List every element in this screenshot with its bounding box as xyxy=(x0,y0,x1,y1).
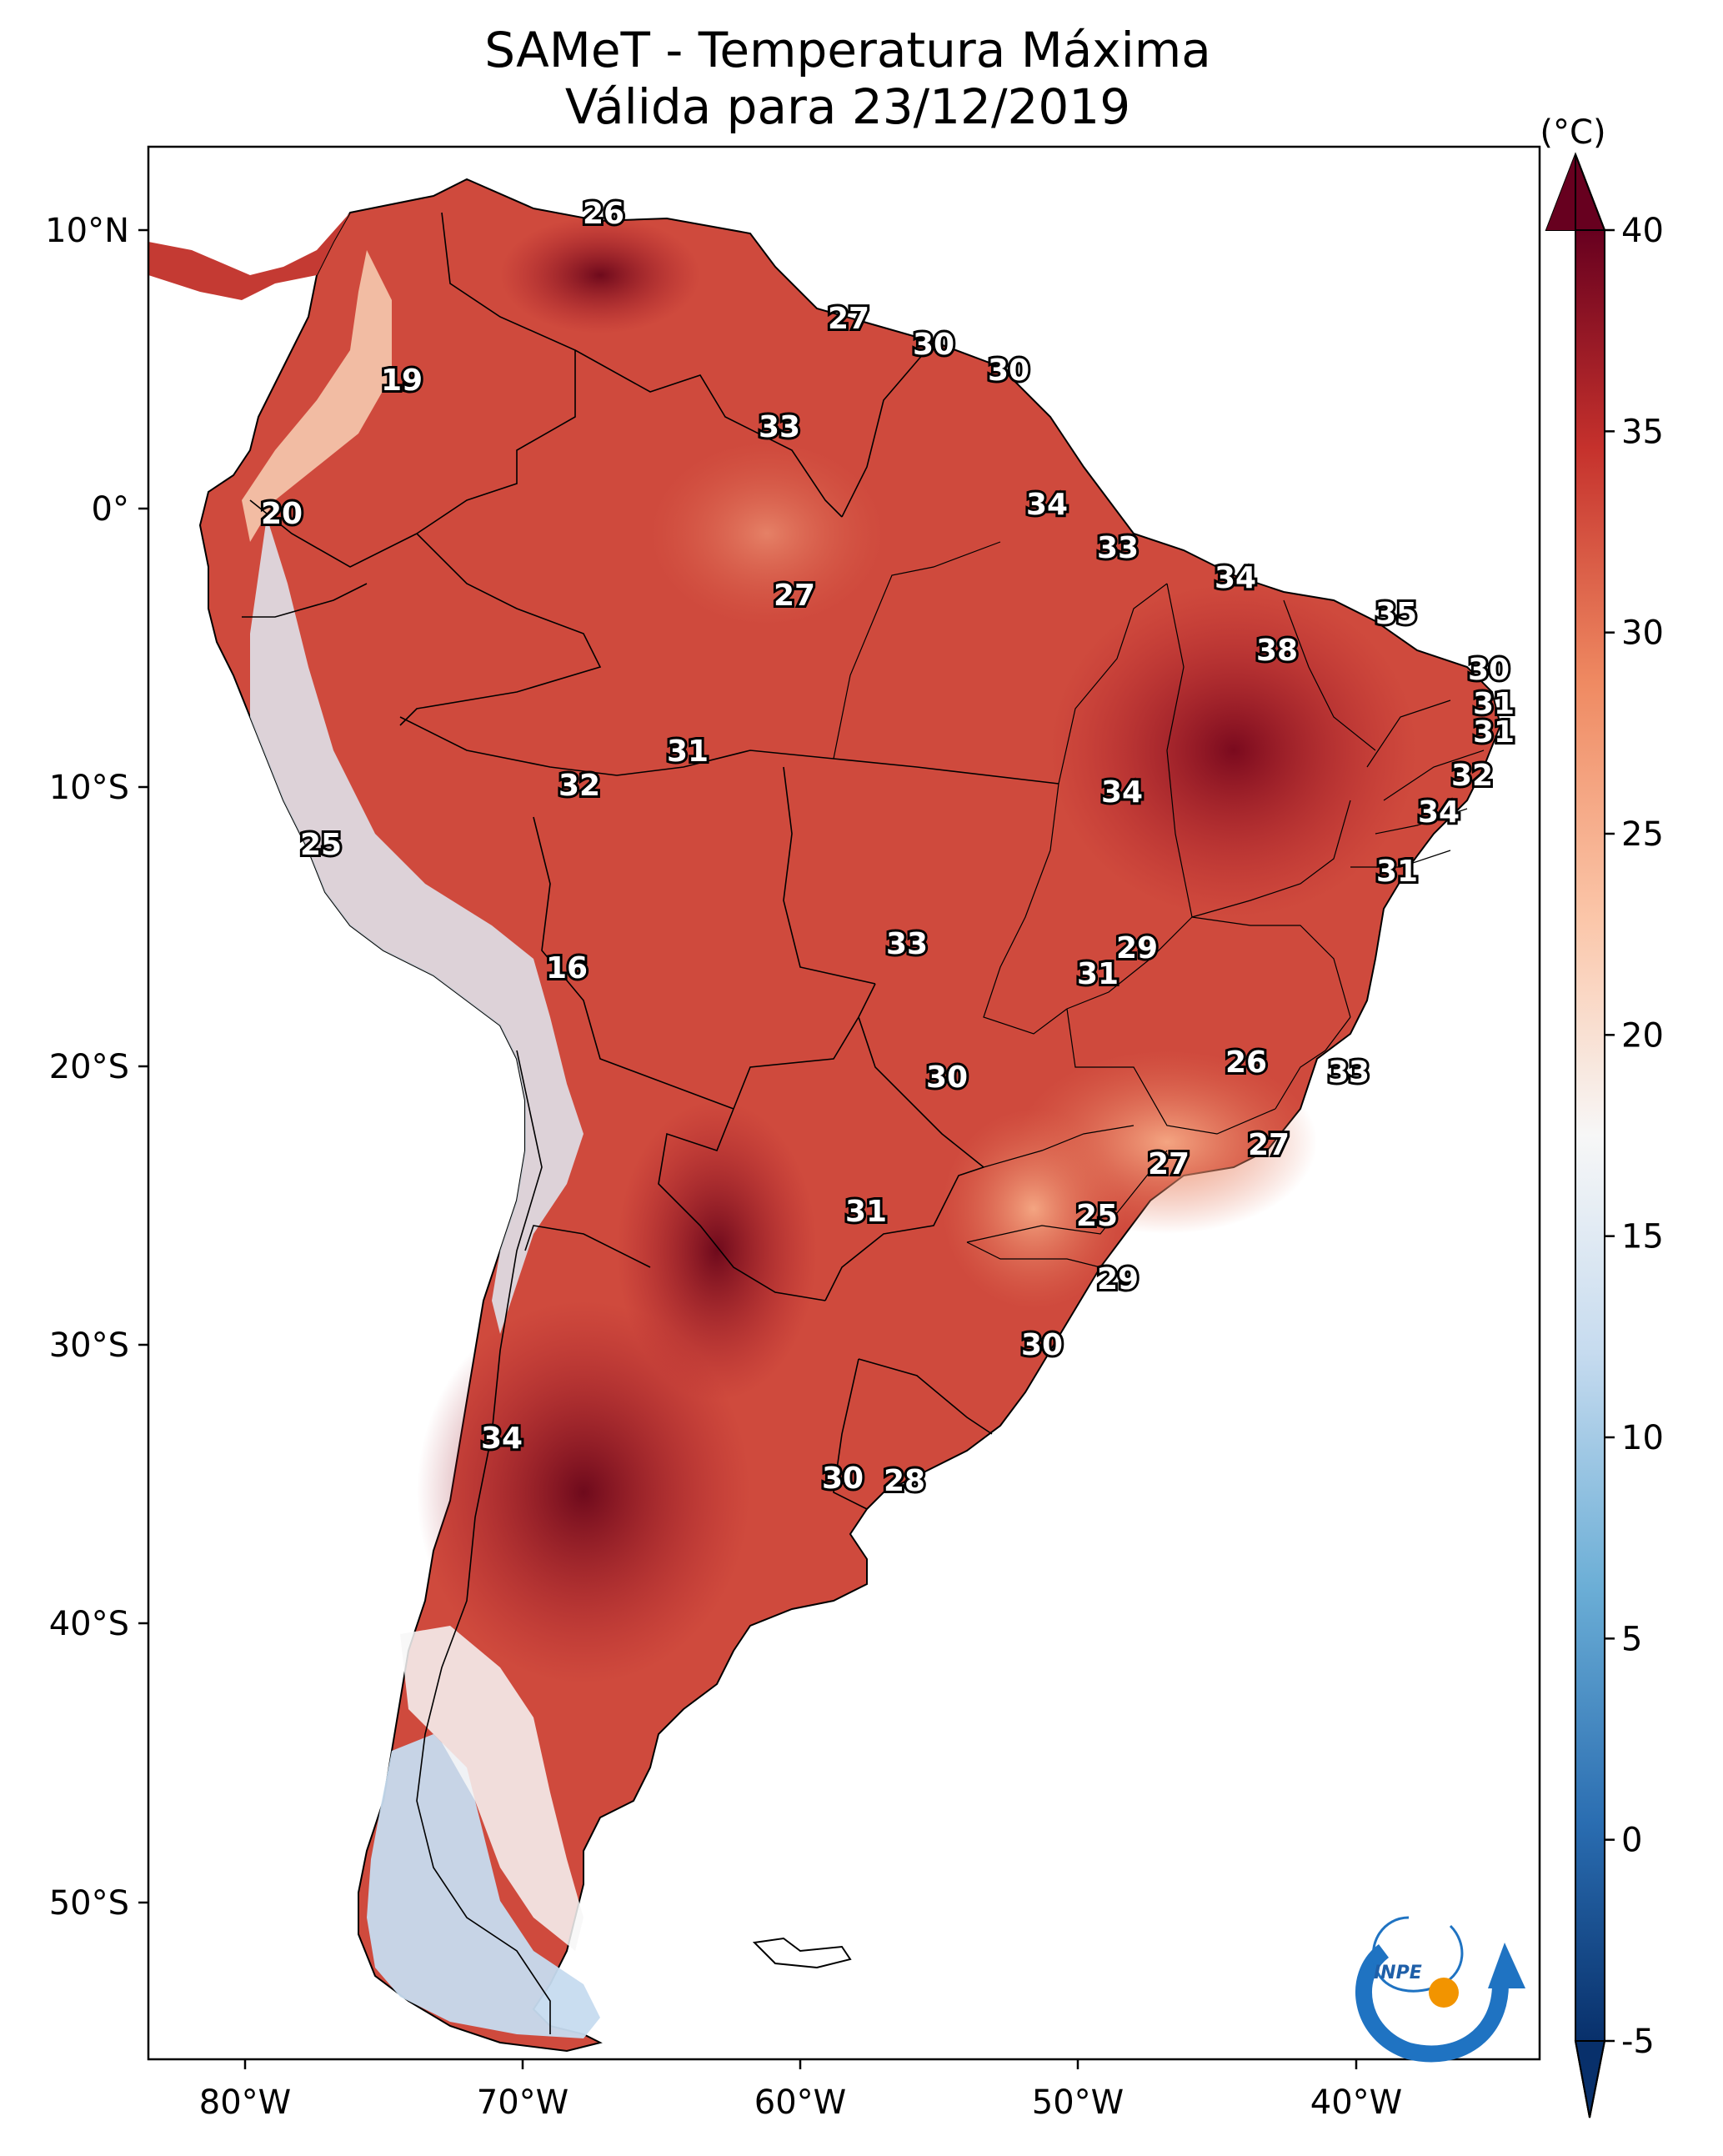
warm-zone-amazon xyxy=(650,442,884,625)
city-value: 31 xyxy=(1473,715,1515,750)
city-value: 34 xyxy=(1101,775,1143,810)
city-value: 28 xyxy=(884,1464,925,1498)
city-value: 31 xyxy=(667,735,709,769)
city-value: 31 xyxy=(1077,957,1119,991)
lat-label-20s: 20°S xyxy=(49,1048,129,1086)
city-value: 30 xyxy=(988,353,1029,388)
colorbar-tick-label: 25 xyxy=(1621,815,1664,854)
city-value: 27 xyxy=(828,302,869,336)
map-layer xyxy=(148,178,1502,2053)
city-value: 27 xyxy=(774,579,815,613)
city-value: 34 xyxy=(1215,561,1256,595)
city-value: 33 xyxy=(1097,531,1139,565)
city-value: 31 xyxy=(845,1195,887,1229)
lon-label-50w: 50°W xyxy=(1032,2083,1124,2122)
city-value: 33 xyxy=(886,927,928,961)
colorbar-ticks: 40 35 30 25 20 15 10 5 0 -5 xyxy=(1605,212,1664,2061)
hot-zone-venezuela xyxy=(500,217,700,333)
colorbar-outline xyxy=(1575,153,1605,2118)
colorbar-tick-label: 15 xyxy=(1621,1218,1664,1256)
city-value: 19 xyxy=(381,364,423,398)
city-value: 32 xyxy=(558,769,600,803)
city-value: 20 xyxy=(261,497,303,531)
city-value: 30 xyxy=(926,1060,968,1095)
country-borders xyxy=(242,212,1059,2034)
colorbar: (°C) 40 35 30 25 20 15 10 5 0 -5 xyxy=(1540,113,1664,2118)
city-value: 26 xyxy=(1225,1045,1267,1080)
warm-zone-parana xyxy=(942,1109,1125,1309)
patagonia-cool xyxy=(400,1626,584,1951)
city-value: 31 xyxy=(1473,687,1515,721)
city-value: 30 xyxy=(913,328,954,362)
colorbar-tick-label: 5 xyxy=(1621,1620,1642,1658)
colorbar-tick-label: 35 xyxy=(1621,413,1664,451)
lon-label-60w: 60°W xyxy=(754,2083,846,2122)
city-value: 29 xyxy=(1097,1262,1139,1296)
city-value: 29 xyxy=(1116,931,1158,965)
city-value: 34 xyxy=(1418,795,1460,830)
city-value: 34 xyxy=(481,1421,523,1456)
city-value: 25 xyxy=(1076,1199,1118,1233)
colorbar-tick-label: -5 xyxy=(1621,2023,1655,2061)
city-value: 33 xyxy=(759,410,800,444)
city-value: 34 xyxy=(1026,488,1068,522)
colorbar-tick-label: 40 xyxy=(1621,212,1664,250)
city-value: 26 xyxy=(583,197,624,231)
inpe-logo-text: INPE xyxy=(1374,1963,1422,1983)
city-value: 33 xyxy=(1328,1055,1370,1090)
axis-ticks xyxy=(138,228,1358,2069)
city-value: 38 xyxy=(1256,634,1298,668)
hot-zone-northeast xyxy=(1050,584,1417,917)
city-values: 26 27 30 30 19 33 34 20 33 34 27 35 38 3… xyxy=(258,194,1517,1501)
city-value: 30 xyxy=(1021,1328,1063,1362)
map-frame xyxy=(147,145,1541,2061)
colorbar-gradient xyxy=(1575,230,1605,2041)
title-line-2: Válida para 23/12/2019 xyxy=(565,78,1130,135)
city-value: 16 xyxy=(546,951,588,985)
colorbar-tick-label: 20 xyxy=(1621,1016,1664,1055)
city-value: 32 xyxy=(1451,759,1493,793)
title-line-1: SAMeT - Temperatura Máxima xyxy=(484,22,1211,78)
lat-label-0: 0° xyxy=(92,490,129,529)
lon-label-80w: 80°W xyxy=(199,2083,291,2122)
colorbar-min-arrow xyxy=(1574,2040,1606,2118)
city-value: 35 xyxy=(1375,597,1417,631)
hot-zone-chaco xyxy=(617,1101,817,1401)
falkland-islands xyxy=(752,1937,852,1969)
city-value: 25 xyxy=(300,828,342,862)
andes-cold-band xyxy=(250,517,584,1334)
lat-label-40s: 40°S xyxy=(49,1605,129,1643)
colorbar-tick-label: 10 xyxy=(1621,1419,1664,1457)
hot-zone-argentina xyxy=(417,1301,750,1684)
city-value: 30 xyxy=(1468,653,1510,687)
state-borders xyxy=(833,541,1485,1268)
lat-label-50s: 50°S xyxy=(49,1884,129,1923)
andes-north-cool xyxy=(242,250,392,542)
inpe-logo: INPE xyxy=(1355,1916,1525,2063)
city-value: 27 xyxy=(1248,1128,1290,1162)
lat-label-10s: 10°S xyxy=(49,769,129,807)
lon-label-70w: 70°W xyxy=(477,2083,568,2122)
lon-label-40w: 40°W xyxy=(1310,2083,1402,2122)
patagonia-cold xyxy=(367,1734,600,2038)
city-value: 30 xyxy=(822,1462,864,1496)
colorbar-tick-label: 30 xyxy=(1621,614,1664,653)
caribbean-coast xyxy=(148,213,350,300)
lat-label-30s: 30°S xyxy=(49,1326,129,1365)
city-value: 27 xyxy=(1148,1147,1190,1181)
lat-label-10n: 10°N xyxy=(45,212,129,250)
colorbar-tick-label: 0 xyxy=(1621,1822,1642,1860)
colorbar-unit: (°C) xyxy=(1540,113,1605,152)
city-value: 31 xyxy=(1376,855,1418,889)
